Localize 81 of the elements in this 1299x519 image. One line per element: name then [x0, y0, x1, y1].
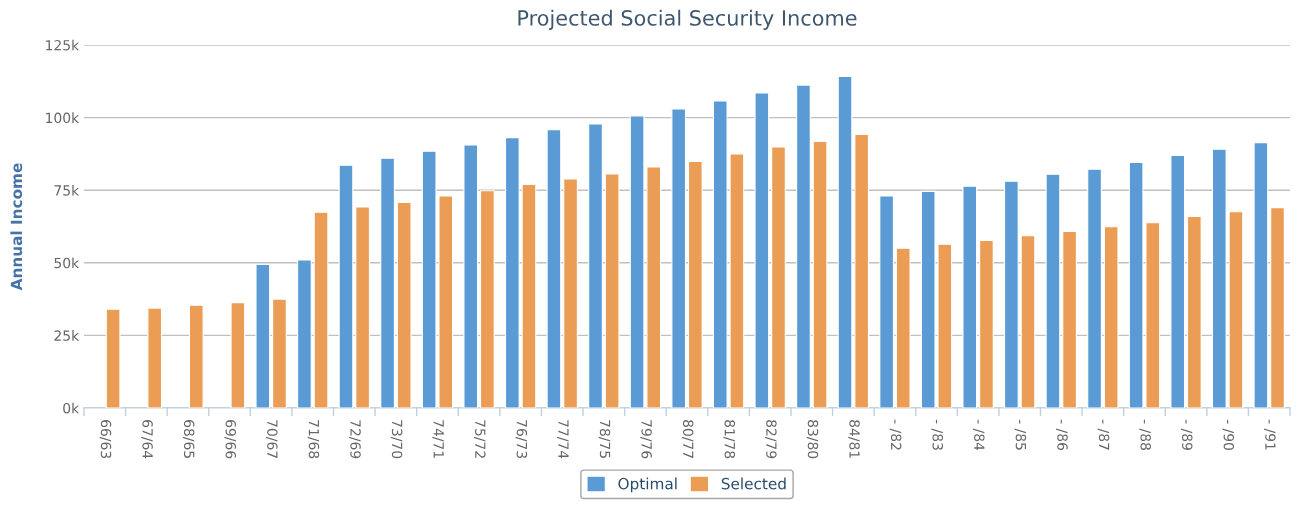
x-tick-label: 69/66: [224, 420, 237, 459]
x-tick-label: 82/79: [765, 420, 777, 459]
x-tick-label: - /90: [1222, 419, 1235, 450]
chart-title: Projected Social Security Income: [518, 9, 857, 30]
bar: [480, 190, 495, 408]
bar: [297, 259, 312, 408]
bar: [1003, 180, 1019, 408]
x-tick-label: - /84: [972, 419, 985, 451]
bar: [812, 140, 828, 408]
bar: [188, 304, 204, 408]
bar: [1103, 226, 1119, 408]
x-tick-label: 79/76: [640, 420, 652, 459]
x-tick-label: 76/73: [515, 420, 528, 459]
x-tick-label: 78/75: [598, 420, 611, 458]
bar: [546, 129, 562, 408]
x-tick-label: 72/69: [349, 420, 361, 459]
x-tick-label: 75/72: [473, 420, 486, 458]
x-tick-label: 71/68: [307, 420, 320, 459]
bar: [854, 133, 870, 408]
x-tick-label: - /83: [931, 419, 943, 450]
x-tick-label: 70/67: [266, 420, 278, 458]
y-tick-label: 125k: [46, 39, 80, 51]
y-tick-label: 0k: [63, 402, 80, 414]
bar: [230, 302, 246, 408]
bar: [1253, 142, 1269, 408]
bar: [588, 123, 603, 408]
bar: [1170, 154, 1186, 408]
legend-label: Optimal: [618, 477, 677, 493]
bar: [355, 206, 371, 408]
bar: [147, 307, 163, 408]
x-tick-label: 84/81: [848, 420, 860, 458]
x-tick-label: 83/80: [806, 420, 819, 459]
bar: [1087, 168, 1102, 408]
bar: [105, 308, 121, 408]
y-tick-label: 75k: [54, 184, 80, 196]
x-tick-label: 81/78: [723, 420, 736, 459]
bar: [879, 195, 894, 408]
bar: [979, 239, 994, 408]
x-tick-label: 77/74: [557, 420, 569, 459]
x-tick-label: 74/71: [432, 420, 444, 458]
bar: [1020, 235, 1036, 408]
y-tick-label: 100k: [46, 112, 80, 124]
bar: [837, 75, 853, 408]
bar: [313, 211, 329, 408]
bar: [671, 108, 687, 408]
bar: [255, 263, 271, 408]
legend-label: Selected: [721, 477, 786, 490]
y-axis-title: Annual Income: [10, 163, 23, 291]
bar: [895, 247, 911, 408]
x-tick-label: - /86: [1056, 419, 1068, 451]
x-tick-label: - /85: [1014, 419, 1027, 450]
x-tick-label: - /87: [1097, 419, 1110, 450]
bar: [396, 201, 412, 408]
bar: [463, 144, 479, 408]
bar: [504, 137, 520, 408]
y-tick-label: 25k: [54, 330, 80, 341]
x-tick-label: 73/70: [390, 420, 403, 459]
bar: [338, 164, 354, 408]
bar: [962, 185, 978, 408]
x-tick-label: - /82: [889, 419, 902, 450]
bar: [604, 173, 620, 408]
x-tick-label: 80/77: [681, 420, 694, 458]
bar: [380, 157, 395, 408]
bar: [1270, 207, 1285, 408]
bar: [687, 160, 703, 408]
bar: [1045, 173, 1061, 408]
bar: [272, 298, 287, 408]
bar: [1062, 230, 1077, 408]
x-tick-label: 66/63: [99, 420, 112, 459]
x-tick-label: - /91: [1264, 419, 1276, 450]
bar: [563, 178, 578, 408]
bar: [521, 183, 537, 408]
bar: [1186, 215, 1202, 408]
bar: [796, 84, 811, 408]
bar: [754, 92, 770, 408]
x-tick-label: - /89: [1180, 419, 1193, 450]
x-tick-label: 67/64: [141, 420, 153, 459]
bar: [771, 146, 786, 408]
x-tick-label: 68/65: [182, 420, 195, 458]
y-tick-label: 50k: [54, 257, 80, 269]
x-tick-label: - /88: [1139, 419, 1151, 450]
